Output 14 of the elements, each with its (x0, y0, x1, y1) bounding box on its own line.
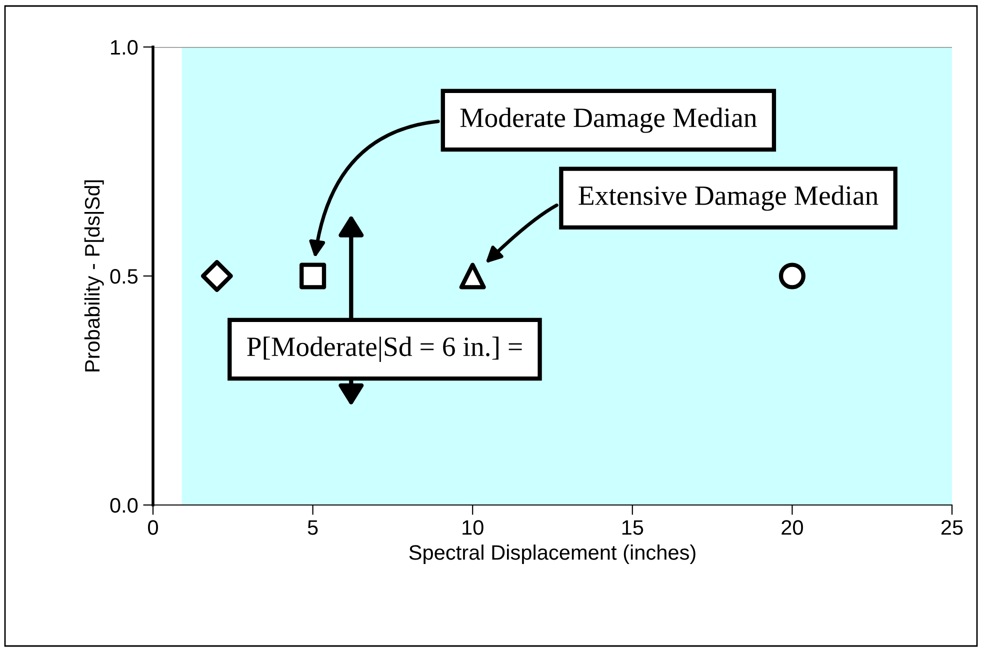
y-tick-label: 0.0 (110, 498, 138, 513)
x-tick-label: 20 (782, 520, 803, 535)
y-tick-label: 1.0 (111, 40, 138, 55)
x-tick-label: 15 (622, 520, 644, 535)
y-tick-label: 0.5 (110, 269, 138, 284)
x-tick-label: 10 (462, 520, 484, 535)
x-axis-title: Spectral Displacement (inches) (409, 544, 696, 564)
annotation: Extensive Damage Median (578, 186, 878, 211)
y-axis-title: Probability - P[ds|Sd] (84, 180, 104, 372)
x-tick-label: 5 (308, 520, 318, 535)
annotation: Moderate Damage Median (460, 108, 757, 133)
annotation: P[Moderate|Sd = 6 in.] = (247, 336, 522, 362)
x-tick-label: 0 (148, 520, 158, 535)
x-tick-label: 25 (941, 520, 963, 535)
